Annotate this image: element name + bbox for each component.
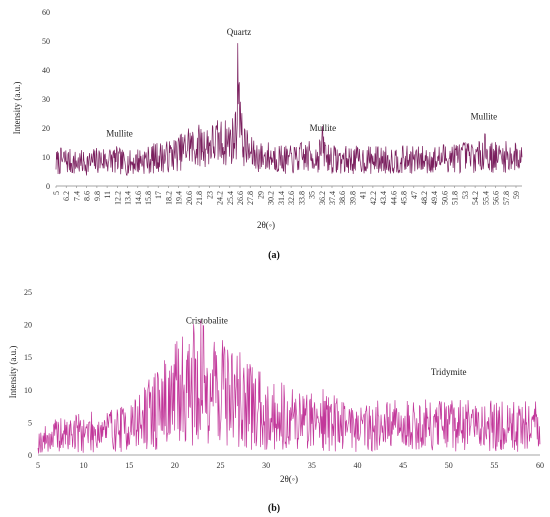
a-x-tick-label: 11 (103, 191, 112, 199)
panel-a-chart: 0 10 20 30 40 50 60 5 6.2 7.4 8.6 9.8 11 12.2 13.4 14.… (12, 8, 523, 261)
a-x-tick-label: 50.6 (440, 191, 449, 205)
b-y-tick-label: 15 (24, 353, 32, 362)
a-x-tick-label: 25.4 (226, 191, 235, 205)
a-y-tick-label: 60 (42, 8, 50, 17)
a-x-tick-label: 45.8 (400, 191, 409, 205)
a-y-tick-label: 0 (46, 182, 50, 191)
a-peak-label: Mullite (106, 129, 133, 139)
panel-b-y-axis-title: Intensity (a.u.) (8, 346, 18, 399)
a-x-tick-label: 32.6 (287, 191, 296, 205)
a-x-tick-label: 24.2 (216, 191, 225, 205)
panel-b-label: (b) (268, 503, 280, 514)
a-x-tick-label: 47 (410, 191, 419, 199)
a-x-tick-label: 43.4 (379, 191, 388, 205)
panel-b-annotations: Cristobalite Tridymite (186, 315, 467, 377)
a-x-tick-label: 59 (512, 191, 521, 199)
panel-b-y-ticks: 0 5 10 15 20 25 (24, 288, 32, 460)
b-x-tick-label: 30 (262, 461, 270, 470)
b-x-tick-label: 55 (490, 461, 498, 470)
panel-a-y-axis-title: Intensity (a.u.) (12, 82, 22, 135)
panel-b-x-ticks: 5 10 15 20 25 30 35 40 45 50 55 60 (36, 461, 544, 470)
a-peak-label: Mullite (310, 123, 337, 133)
a-x-tick-label: 12.2 (113, 191, 122, 205)
b-x-tick-label: 50 (445, 461, 453, 470)
a-peak-label: Quartz (227, 27, 252, 37)
a-y-tick-label: 10 (42, 153, 50, 162)
a-y-tick-label: 30 (42, 95, 50, 104)
b-x-tick-label: 35 (308, 461, 316, 470)
a-x-tick-label: 39.8 (348, 191, 357, 205)
a-x-tick-label: 33.8 (297, 191, 306, 205)
a-x-tick-label: 6.2 (62, 191, 71, 201)
b-x-tick-label: 15 (125, 461, 133, 470)
a-x-tick-label: 41 (359, 191, 368, 199)
b-x-tick-label: 60 (536, 461, 544, 470)
a-peak-label: Mullite (471, 111, 498, 121)
a-x-tick-label: 30.2 (267, 191, 276, 205)
a-x-tick-label: 15.8 (144, 191, 153, 205)
a-x-tick-label: 23 (205, 191, 214, 199)
a-x-tick-label: 42.2 (369, 191, 378, 205)
a-x-tick-label: 49.4 (430, 191, 439, 205)
panel-a-series-line (55, 43, 523, 176)
panel-b-x-axis-title: 2θ(◦) (280, 474, 298, 484)
a-x-tick-label: 27.8 (246, 191, 255, 205)
a-x-tick-label: 54.2 (471, 191, 480, 205)
b-peak-label: Tridymite (431, 367, 467, 377)
a-x-tick-label: 9.8 (93, 191, 102, 201)
b-y-tick-label: 20 (24, 321, 32, 330)
b-x-tick-label: 25 (217, 461, 225, 470)
a-x-tick-label: 55.4 (481, 191, 490, 205)
a-x-tick-label: 31.4 (277, 191, 286, 205)
a-x-tick-label: 8.6 (83, 191, 92, 201)
b-x-tick-label: 5 (36, 461, 40, 470)
a-x-tick-label: 21.8 (195, 191, 204, 205)
b-y-tick-label: 5 (28, 418, 32, 427)
a-x-tick-label: 56.6 (492, 191, 501, 205)
a-x-tick-label: 17 (154, 191, 163, 199)
a-x-tick-label: 44.6 (389, 191, 398, 205)
b-y-tick-label: 10 (24, 386, 32, 395)
panel-a-x-axis-title: 2θ(◦) (257, 220, 275, 230)
b-x-tick-label: 20 (171, 461, 179, 470)
panel-a-label: (a) (268, 250, 280, 261)
a-y-tick-label: 20 (42, 124, 50, 133)
a-x-tick-label: 48.2 (420, 191, 429, 205)
panel-b-series-line (37, 319, 541, 454)
panel-a-annotations: Mullite Quartz Mullite Mullite (106, 27, 498, 139)
a-x-tick-label: 19.4 (175, 191, 184, 205)
a-x-tick-label: 36.2 (318, 191, 327, 205)
b-y-tick-label: 0 (28, 451, 32, 460)
b-x-tick-label: 10 (80, 461, 88, 470)
a-x-tick-label: 5 (52, 191, 61, 195)
a-x-tick-label: 20.6 (185, 191, 194, 205)
a-x-tick-label: 38.6 (338, 191, 347, 205)
a-x-tick-label: 35 (308, 191, 317, 199)
b-x-tick-label: 45 (399, 461, 407, 470)
a-x-tick-label: 57.8 (502, 191, 511, 205)
a-x-tick-label: 29 (256, 191, 265, 199)
a-x-tick-label: 7.4 (72, 191, 81, 201)
a-x-tick-label: 13.4 (124, 191, 133, 205)
b-peak-label: Cristobalite (186, 315, 228, 325)
a-y-tick-label: 50 (42, 37, 50, 46)
b-x-tick-label: 40 (353, 461, 361, 470)
a-x-tick-label: 53 (461, 191, 470, 199)
a-x-tick-label: 37.4 (328, 191, 337, 205)
b-y-tick-label: 25 (24, 288, 32, 297)
a-x-tick-label: 18.2 (164, 191, 173, 205)
panel-a-x-ticks: 5 6.2 7.4 8.6 9.8 11 12.2 13.4 14.6 15.8 17 18.2 19.… (52, 186, 521, 205)
a-x-tick-label: 51.8 (451, 191, 460, 205)
a-x-tick-label: 14.6 (134, 191, 143, 205)
a-x-tick-label: 26.6 (236, 191, 245, 205)
a-y-tick-label: 40 (42, 66, 50, 75)
panel-a-y-ticks: 0 10 20 30 40 50 60 (42, 8, 50, 191)
